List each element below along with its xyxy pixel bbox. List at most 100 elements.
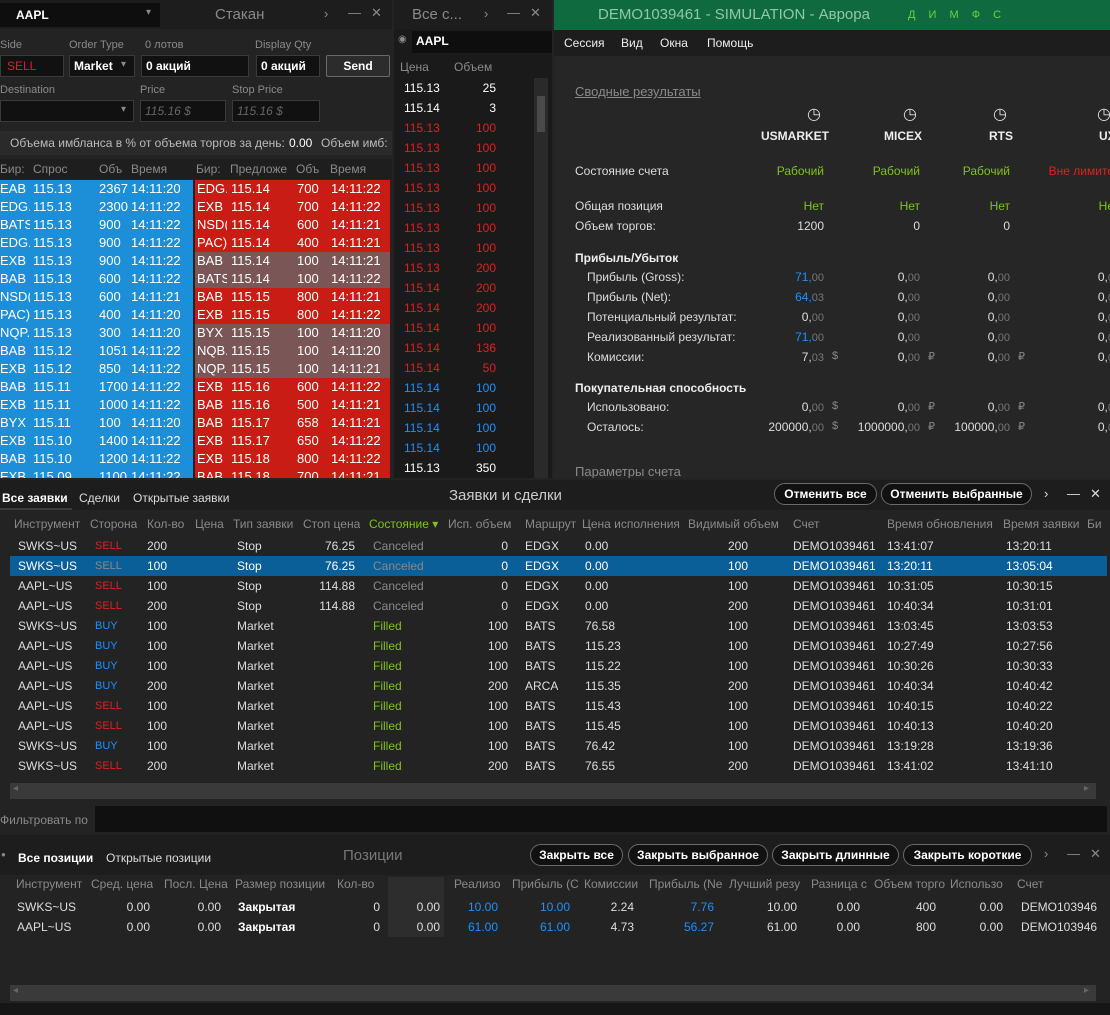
- link-dot-icon[interactable]: ◉: [398, 34, 407, 45]
- tab-open-orders[interactable]: Открытые заявки: [133, 491, 230, 505]
- order-row[interactable]: SWKS~US SELL 200 Market Filled 200 BATS 76.55 20…: [10, 756, 1107, 776]
- positions-header[interactable]: Инструмент: [16, 877, 83, 891]
- bid-row[interactable]: EXB 115.10 1400 14:11:22: [0, 432, 193, 450]
- minimize-icon[interactable]: —: [507, 5, 520, 20]
- ask-row[interactable]: NQB. 115.15 100 14:11:20: [195, 342, 390, 360]
- tape-scrollbar[interactable]: [534, 78, 548, 478]
- ask-row[interactable]: BAB 115.14 100 14:11:21: [195, 252, 390, 270]
- orders-header[interactable]: Исп. объем: [448, 517, 512, 531]
- positions-header[interactable]: Прибыль (С: [512, 877, 579, 891]
- bid-row[interactable]: EXB 115.11 1000 14:11:22: [0, 396, 193, 414]
- close-all-button[interactable]: Закрыть все: [530, 844, 623, 866]
- minimize-icon[interactable]: —: [1067, 486, 1080, 501]
- positions-header[interactable]: Лучший резу: [729, 877, 801, 891]
- positions-header[interactable]: Реализо: [454, 877, 501, 891]
- orders-header[interactable]: Маршрут: [525, 517, 577, 531]
- orders-header[interactable]: Цена: [195, 517, 224, 531]
- ask-row[interactable]: EXB 115.14 700 14:11:22: [195, 198, 390, 216]
- positions-header[interactable]: Сред. цена: [91, 877, 154, 891]
- chevron-down-icon[interactable]: ▾: [121, 104, 127, 115]
- ask-row[interactable]: EXB 115.18 800 14:11:22: [195, 450, 390, 468]
- ask-row[interactable]: EDG. 115.14 700 14:11:22: [195, 180, 390, 198]
- collapse-icon[interactable]: ›: [324, 6, 329, 21]
- bid-row[interactable]: EXB 115.13 900 14:11:22: [0, 252, 193, 270]
- menu-help[interactable]: Помощь: [707, 36, 754, 50]
- orders-header[interactable]: Инструмент: [14, 517, 81, 531]
- ask-row[interactable]: PAC) 115.14 400 14:11:21: [195, 234, 390, 252]
- positions-header[interactable]: Комиссии: [584, 877, 639, 891]
- orders-header[interactable]: Сторона: [90, 517, 138, 531]
- display-qty-input[interactable]: 0 акций: [256, 55, 320, 77]
- orders-header[interactable]: Цена исполнения: [582, 517, 680, 531]
- bid-row[interactable]: EXB 115.09 1100 14:11:22: [0, 468, 193, 478]
- position-row[interactable]: SWKS~US 0.00 0.00 Закрытая 0 0.00 10.00 10.00 2.…: [0, 897, 1110, 917]
- bid-row[interactable]: BAB 115.10 1200 14:11:22: [0, 450, 193, 468]
- positions-header[interactable]: Счет: [1017, 877, 1044, 891]
- bid-row[interactable]: EDG. 115.13 900 14:11:22: [0, 234, 193, 252]
- send-button[interactable]: Send: [326, 55, 390, 77]
- order-row[interactable]: SWKS~US SELL 100 Stop 76.25 Canceled 0 EDGX 0.00…: [10, 556, 1107, 576]
- positions-header[interactable]: Использо: [950, 877, 1003, 891]
- bid-row[interactable]: EDG. 115.13 2300 14:11:22: [0, 198, 193, 216]
- chevron-down-icon[interactable]: ▾: [121, 59, 127, 70]
- collapse-icon[interactable]: ›: [1044, 846, 1049, 861]
- chevron-down-icon[interactable]: ▾: [146, 7, 152, 18]
- bid-row[interactable]: BATS 115.13 900 14:11:22: [0, 216, 193, 234]
- orders-header[interactable]: Время заявки: [1003, 517, 1080, 531]
- positions-header[interactable]: Кол-во: [337, 877, 375, 891]
- ask-row[interactable]: BAB 115.16 500 14:11:21: [195, 396, 390, 414]
- order-row[interactable]: AAPL~US BUY 200 Market Filled 200 ARCA 115.35 20…: [10, 676, 1107, 696]
- order-row[interactable]: AAPL~US BUY 100 Market Filled 100 BATS 115.23 10…: [10, 636, 1107, 656]
- ask-row[interactable]: BATS 115.14 100 14:11:22: [195, 270, 390, 288]
- close-icon[interactable]: ✕: [1090, 486, 1101, 501]
- tape-symbol-input[interactable]: AAPL: [412, 31, 552, 53]
- close-icon[interactable]: ✕: [371, 5, 382, 20]
- orders-header[interactable]: Кол-во: [147, 517, 185, 531]
- book-symbol-input[interactable]: AAPL: [0, 3, 160, 27]
- side-select[interactable]: SELL: [0, 55, 64, 77]
- collapse-icon[interactable]: ›: [484, 6, 489, 21]
- minimize-icon[interactable]: —: [348, 5, 361, 20]
- ask-row[interactable]: BAB 115.15 800 14:11:21: [195, 288, 390, 306]
- ask-row[interactable]: EXB 115.16 600 14:11:22: [195, 378, 390, 396]
- ask-row[interactable]: EXB 115.17 650 14:11:22: [195, 432, 390, 450]
- bid-row[interactable]: BAB 115.12 1051 14:11:22: [0, 342, 193, 360]
- order-row[interactable]: SWKS~US SELL 200 Stop 76.25 Canceled 0 EDGX 0.00…: [10, 536, 1107, 556]
- tab-all-orders[interactable]: Все заявки: [2, 491, 68, 505]
- positions-header[interactable]: Разница с: [811, 877, 867, 891]
- qty-input[interactable]: 0 акций: [141, 55, 249, 77]
- ask-row[interactable]: NQP. 115.15 100 14:11:21: [195, 360, 390, 378]
- price-input[interactable]: 115.16 $: [140, 100, 226, 122]
- destination-select[interactable]: [0, 100, 134, 122]
- menu-view[interactable]: Вид: [621, 36, 643, 50]
- orders-header[interactable]: Би: [1087, 517, 1102, 531]
- close-long-button[interactable]: Закрыть длинные: [772, 844, 899, 866]
- orders-header[interactable]: Время обновления: [887, 517, 993, 531]
- link-dot-icon[interactable]: ●: [1, 850, 6, 859]
- tab-all-positions[interactable]: Все позиции: [18, 851, 94, 865]
- ask-row[interactable]: EXB 115.15 800 14:11:22: [195, 306, 390, 324]
- close-short-button[interactable]: Закрыть короткие: [903, 844, 1032, 866]
- order-row[interactable]: AAPL~US SELL 100 Stop 114.88 Canceled 0 EDGX 0.0…: [10, 576, 1107, 596]
- close-icon[interactable]: ✕: [1090, 846, 1101, 861]
- orders-hscrollbar[interactable]: ◂ ▸: [10, 783, 1096, 799]
- order-row[interactable]: SWKS~US BUY 100 Market Filled 100 BATS 76.42 100…: [10, 736, 1107, 756]
- order-row[interactable]: AAPL~US SELL 100 Market Filled 100 BATS 115.43 1…: [10, 696, 1107, 716]
- cancel-selected-button[interactable]: Отменить выбранные: [881, 483, 1032, 505]
- orders-header[interactable]: Стоп цена: [303, 517, 361, 531]
- order-type-select[interactable]: Market: [69, 55, 135, 77]
- bid-row[interactable]: BAB 115.11 1700 14:11:22: [0, 378, 193, 396]
- bid-row[interactable]: PAC) 115.13 400 14:11:20: [0, 306, 193, 324]
- close-selected-button[interactable]: Закрыть выбранное: [628, 844, 768, 866]
- order-row[interactable]: AAPL~US BUY 100 Market Filled 100 BATS 115.22 10…: [10, 656, 1107, 676]
- bid-row[interactable]: EXB 115.12 850 14:11:22: [0, 360, 193, 378]
- bid-row[interactable]: EAB 115.13 2367 14:11:20: [0, 180, 193, 198]
- positions-header[interactable]: Объем торго: [874, 877, 946, 891]
- bid-row[interactable]: BAB 115.13 600 14:11:22: [0, 270, 193, 288]
- orders-header[interactable]: Состояние ▾: [369, 517, 439, 531]
- minimize-icon[interactable]: —: [1067, 846, 1080, 861]
- stop-price-input[interactable]: 115.16 $: [232, 100, 320, 122]
- order-row[interactable]: AAPL~US SELL 200 Stop 114.88 Canceled 0 EDGX 0.0…: [10, 596, 1107, 616]
- positions-hscrollbar[interactable]: ◂ ▸: [10, 985, 1096, 1001]
- positions-header[interactable]: Прибыль (Ne: [649, 877, 723, 891]
